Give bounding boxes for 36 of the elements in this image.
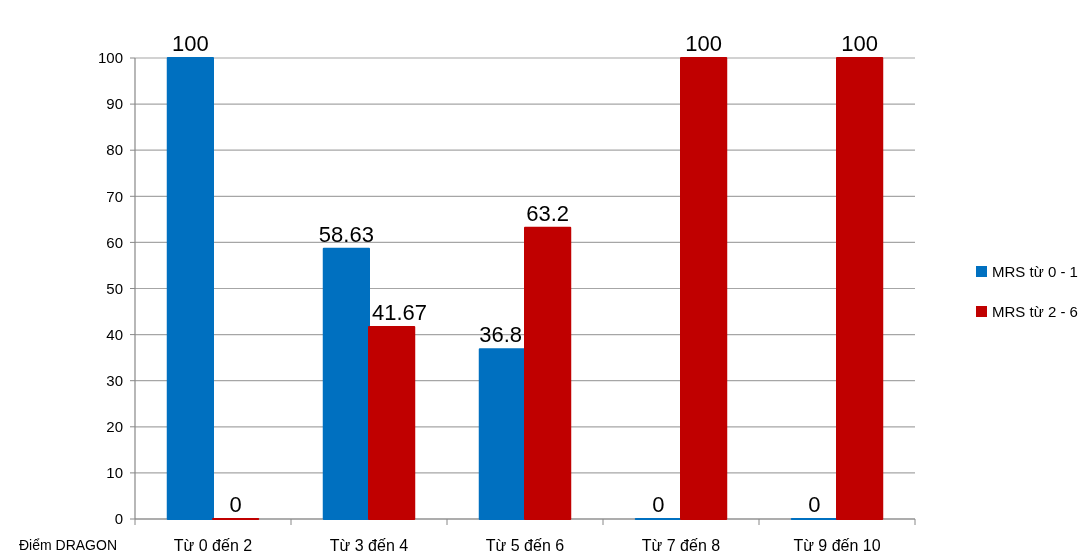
data-label: 41.67 (371, 299, 428, 325)
y-tick-label: 70 (106, 187, 123, 205)
legend-label: MRS từ 0 - 1 (992, 263, 1078, 280)
y-tick-label: 10 (106, 464, 123, 482)
y-tick-label: 20 (106, 418, 123, 436)
x-tick-label: Từ 5 đến 6 (485, 537, 565, 554)
bar (368, 325, 416, 520)
bar (166, 57, 214, 520)
data-label: 0 (652, 492, 665, 517)
bar (478, 348, 526, 520)
data-label: 58.63 (318, 221, 374, 247)
x-tick-label: Từ 9 đến 10 (793, 537, 881, 554)
bar (680, 57, 728, 520)
data-label: 36.8 (479, 322, 523, 348)
x-tick-label: Từ 0 đến 2 (173, 537, 253, 554)
y-tick-label: 30 (106, 371, 123, 389)
y-tick-label: 100 (97, 49, 123, 67)
y-tick-label: 40 (106, 325, 123, 343)
data-label: 63.2 (526, 200, 570, 226)
y-tick-label: 90 (106, 95, 123, 113)
y-tick-label: 50 (106, 279, 123, 297)
y-tick-label: 0 (114, 510, 123, 528)
bar (524, 226, 572, 520)
bar (322, 247, 370, 520)
x-axis-title: Điểm DRAGON (18, 537, 118, 553)
y-tick-label: 60 (106, 233, 123, 251)
data-label: 0 (808, 492, 821, 517)
data-label: 0 (229, 492, 242, 517)
data-label: 100 (685, 31, 722, 56)
data-label: 100 (841, 31, 878, 56)
legend-label: MRS từ 2 - 6 (992, 303, 1078, 320)
x-tick-label: Từ 3 đến 4 (329, 537, 409, 554)
data-label: 100 (172, 31, 209, 56)
x-tick-label: Từ 7 đến 8 (641, 537, 721, 554)
y-tick-label: 80 (106, 141, 123, 159)
bar (836, 57, 884, 520)
